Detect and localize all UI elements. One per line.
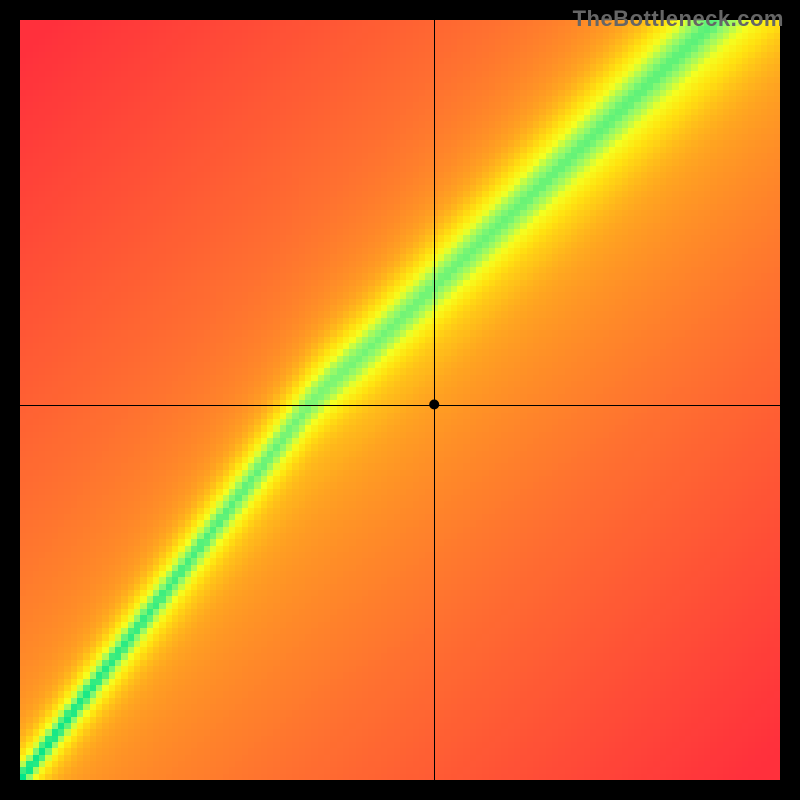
heatmap-canvas [0,0,800,800]
chart-container: TheBottleneck.com [0,0,800,800]
watermark-text: TheBottleneck.com [573,6,784,32]
